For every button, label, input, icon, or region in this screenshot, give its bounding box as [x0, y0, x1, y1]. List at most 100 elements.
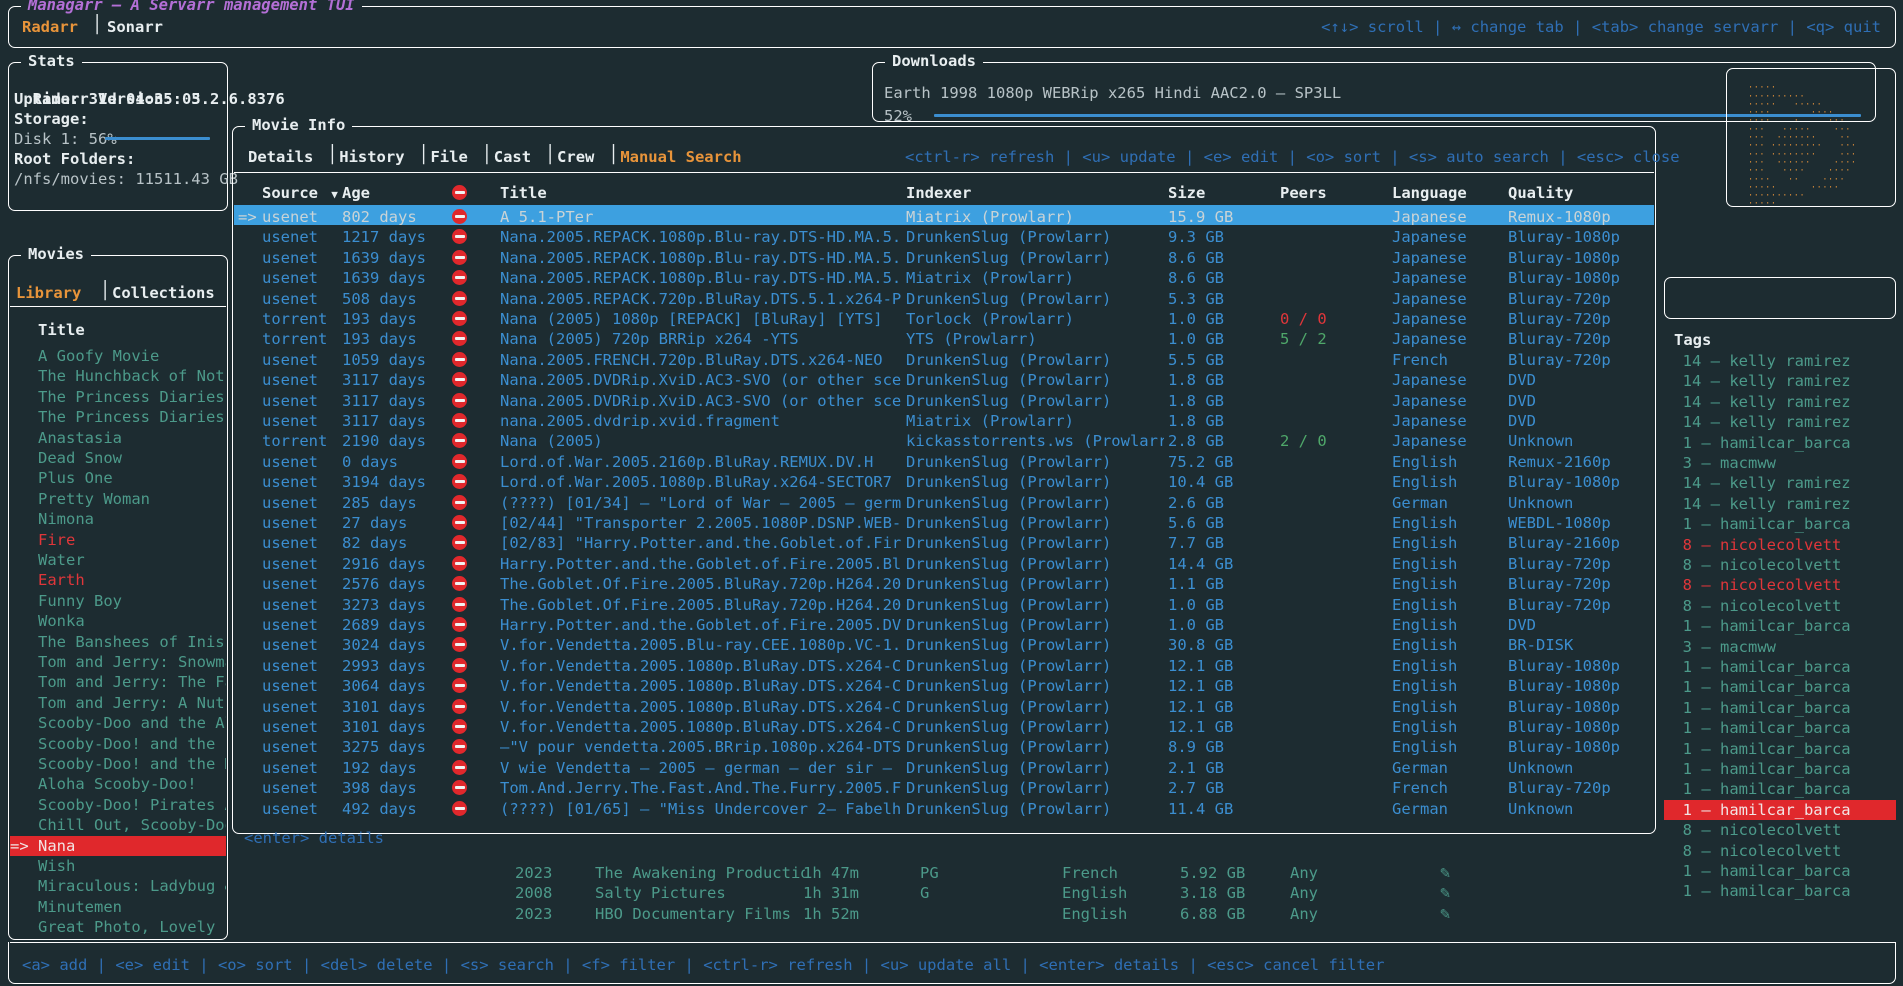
movie-list-item-label: Tom and Jerry: A Nutc: [38, 693, 226, 712]
movie-list-item[interactable]: Aloha Scooby-Doo!: [10, 774, 226, 794]
tag-list-item[interactable]: 1 — hamilcar_barca: [1664, 514, 1896, 534]
tag-list-item[interactable]: 14 — kelly ramirez: [1664, 351, 1896, 371]
search-row-title: Nana.2005.REPACK.1080p.Blu-ray.DTS-HD.MA…: [500, 269, 902, 288]
movie-list-item[interactable]: Tom and Jerry: A Nutc: [10, 693, 226, 713]
movie-list-item[interactable]: Anastasia: [10, 428, 226, 448]
tag-list-item[interactable]: 8 — nicolecolvett: [1664, 575, 1896, 595]
movie-list-item[interactable]: Dead Snow: [10, 448, 226, 468]
movie-list-item[interactable]: The Banshees of Inish: [10, 632, 226, 652]
movie-info-tab-details[interactable]: Details: [248, 148, 314, 166]
tag-list-item[interactable]: 1 — hamilcar_barca: [1664, 739, 1896, 759]
movie-list-item[interactable]: The Princess Diaries: [10, 407, 226, 427]
tag-list-item[interactable]: 1 — hamilcar_barca: [1664, 698, 1896, 718]
movie-list-cursor: [10, 551, 38, 569]
movie-list-item[interactable]: Wonka: [10, 611, 226, 631]
movie-list-item[interactable]: Chill Out, Scooby-Doo: [10, 815, 226, 835]
tag-list-item[interactable]: 1 — hamilcar_barca: [1664, 657, 1896, 677]
no-entry-icon: [452, 290, 467, 306]
movie-list-item[interactable]: => Nana: [10, 835, 226, 856]
tag-list-item[interactable]: 14 — kelly ramirez: [1664, 494, 1896, 514]
search-row-size: 8.9 GB: [1168, 738, 1224, 757]
movie-list-item[interactable]: The Hunchback of Notr: [10, 366, 226, 386]
movie-list-item[interactable]: A Goofy Movie: [10, 346, 226, 366]
movie-list-item[interactable]: Wish: [10, 856, 226, 876]
stats-title: Stats: [21, 51, 82, 72]
movie-list-cursor: [10, 816, 38, 834]
movie-info-tab-file[interactable]: File: [430, 148, 468, 166]
movies-tab-collections[interactable]: Collections: [112, 284, 215, 302]
movie-list-item[interactable]: Fire: [10, 530, 226, 550]
tag-list-item-label: 8 — nicolecolvett: [1664, 556, 1842, 574]
movies-tab-library[interactable]: Library: [16, 284, 82, 302]
column-header-language[interactable]: Language: [1392, 184, 1467, 202]
no-entry-icon: [452, 185, 467, 200]
movie-list-item[interactable]: The Princess Diaries: [10, 387, 226, 407]
detail-row-rating: G: [920, 884, 930, 903]
search-row-indexer: DrunkenSlug (Prowlarr): [906, 350, 1112, 369]
tag-list-item[interactable]: 3 — macmww: [1664, 453, 1896, 473]
movie-list-item[interactable]: Tom and Jerry: Snowma: [10, 652, 226, 672]
column-header-age[interactable]: Age: [342, 184, 370, 202]
tag-list-item[interactable]: 1 — hamilcar_barca: [1664, 799, 1896, 821]
tag-list-item[interactable]: 14 — kelly ramirez: [1664, 371, 1896, 391]
column-header-indexer[interactable]: Indexer: [906, 184, 972, 202]
movie-list-item[interactable]: Earth: [10, 570, 226, 590]
movie-list-item[interactable]: Plus One: [10, 468, 226, 488]
tag-list-item[interactable]: 3 — macmww: [1664, 637, 1896, 657]
movie-list-item[interactable]: Scooby-Doo! and the M: [10, 754, 226, 774]
movie-list-item[interactable]: Scooby-Doo! and the L: [10, 734, 226, 754]
movie-list-item[interactable]: Tom and Jerry: The Fa: [10, 672, 226, 692]
tab-radarr[interactable]: Radarr: [22, 18, 78, 36]
search-row-size: 30.8 GB: [1168, 636, 1234, 655]
tag-list-item[interactable]: 1 — hamilcar_barca: [1664, 861, 1896, 881]
tag-list-item[interactable]: 14 — kelly ramirez: [1664, 392, 1896, 412]
movie-list-item[interactable]: Pretty Woman: [10, 489, 226, 509]
movie-list-item[interactable]: Nimona: [10, 509, 226, 529]
movie-list-item[interactable]: Scooby-Doo! Pirates A: [10, 795, 226, 815]
column-header-title[interactable]: Title: [500, 184, 547, 202]
search-row-rejected-icon: [452, 675, 467, 695]
tag-list-item[interactable]: 1 — hamilcar_barca: [1664, 779, 1896, 799]
movie-info-tab-history[interactable]: History: [339, 148, 405, 166]
column-header-quality[interactable]: Quality: [1508, 184, 1574, 202]
column-header-peers[interactable]: Peers: [1280, 184, 1327, 202]
movie-list-item[interactable]: Great Photo, Lovely Life: [10, 917, 226, 937]
tag-list-item[interactable]: 8 — nicolecolvett: [1664, 535, 1896, 555]
movie-info-tab-manual-search[interactable]: Manual Search: [620, 148, 742, 166]
search-row-quality: Bluray-720p: [1508, 595, 1611, 614]
tag-list-item[interactable]: 8 — nicolecolvett: [1664, 820, 1896, 840]
tab-sonarr[interactable]: Sonarr: [107, 18, 163, 36]
movie-list-item[interactable]: Minutemen: [10, 897, 226, 917]
search-row-rejected-icon: [452, 390, 467, 410]
movie-info-tab-cast[interactable]: Cast: [493, 148, 532, 166]
tag-list-item[interactable]: 14 — kelly ramirez: [1664, 412, 1896, 432]
search-row-quality: WEBDL-1080p: [1508, 514, 1611, 532]
tag-list-item[interactable]: 1 — hamilcar_barca: [1664, 881, 1896, 901]
movie-list-item[interactable]: Scooby-Doo and the Al: [10, 713, 226, 733]
movie-list-item[interactable]: Water: [10, 550, 226, 570]
tag-list-item[interactable]: 1 — hamilcar_barca: [1664, 433, 1896, 453]
search-row-age: 2190 days: [342, 432, 426, 451]
tag-list-item[interactable]: 1 — hamilcar_barca: [1664, 616, 1896, 636]
disk-usage-label: Disk 1: 56%: [14, 130, 117, 148]
tag-list-item[interactable]: 1 — hamilcar_barca: [1664, 677, 1896, 697]
movie-list-item-label: Dead Snow: [38, 449, 122, 467]
tag-list-item[interactable]: 1 — hamilcar_barca: [1664, 718, 1896, 738]
movie-list-item[interactable]: Funny Boy: [10, 591, 226, 611]
column-header-source[interactable]: Source ▼: [262, 184, 338, 202]
column-header-size[interactable]: Size: [1168, 184, 1206, 202]
search-row-age: 492 days: [342, 799, 417, 818]
tag-list-item[interactable]: 1 — hamilcar_barca: [1664, 759, 1896, 779]
tag-list-item[interactable]: 8 — nicolecolvett: [1664, 841, 1896, 861]
no-entry-icon: [452, 413, 467, 428]
tag-list-item[interactable]: 14 — kelly ramirez: [1664, 473, 1896, 493]
tag-list-item[interactable]: 8 — nicolecolvett: [1664, 596, 1896, 616]
movie-info-tab-crew[interactable]: Crew: [557, 148, 595, 166]
search-row-rejected-icon: [452, 777, 467, 797]
search-row-quality: Bluray-1080p: [1508, 697, 1620, 716]
no-entry-icon: [452, 678, 467, 694]
search-row-size: 10.4 GB: [1168, 473, 1234, 492]
movie-list-item[interactable]: Miraculous: Ladybug & Cat Noir, The Movi…: [10, 876, 226, 896]
movie-list-cursor: [10, 429, 38, 447]
tag-list-item[interactable]: 8 — nicolecolvett: [1664, 555, 1896, 575]
